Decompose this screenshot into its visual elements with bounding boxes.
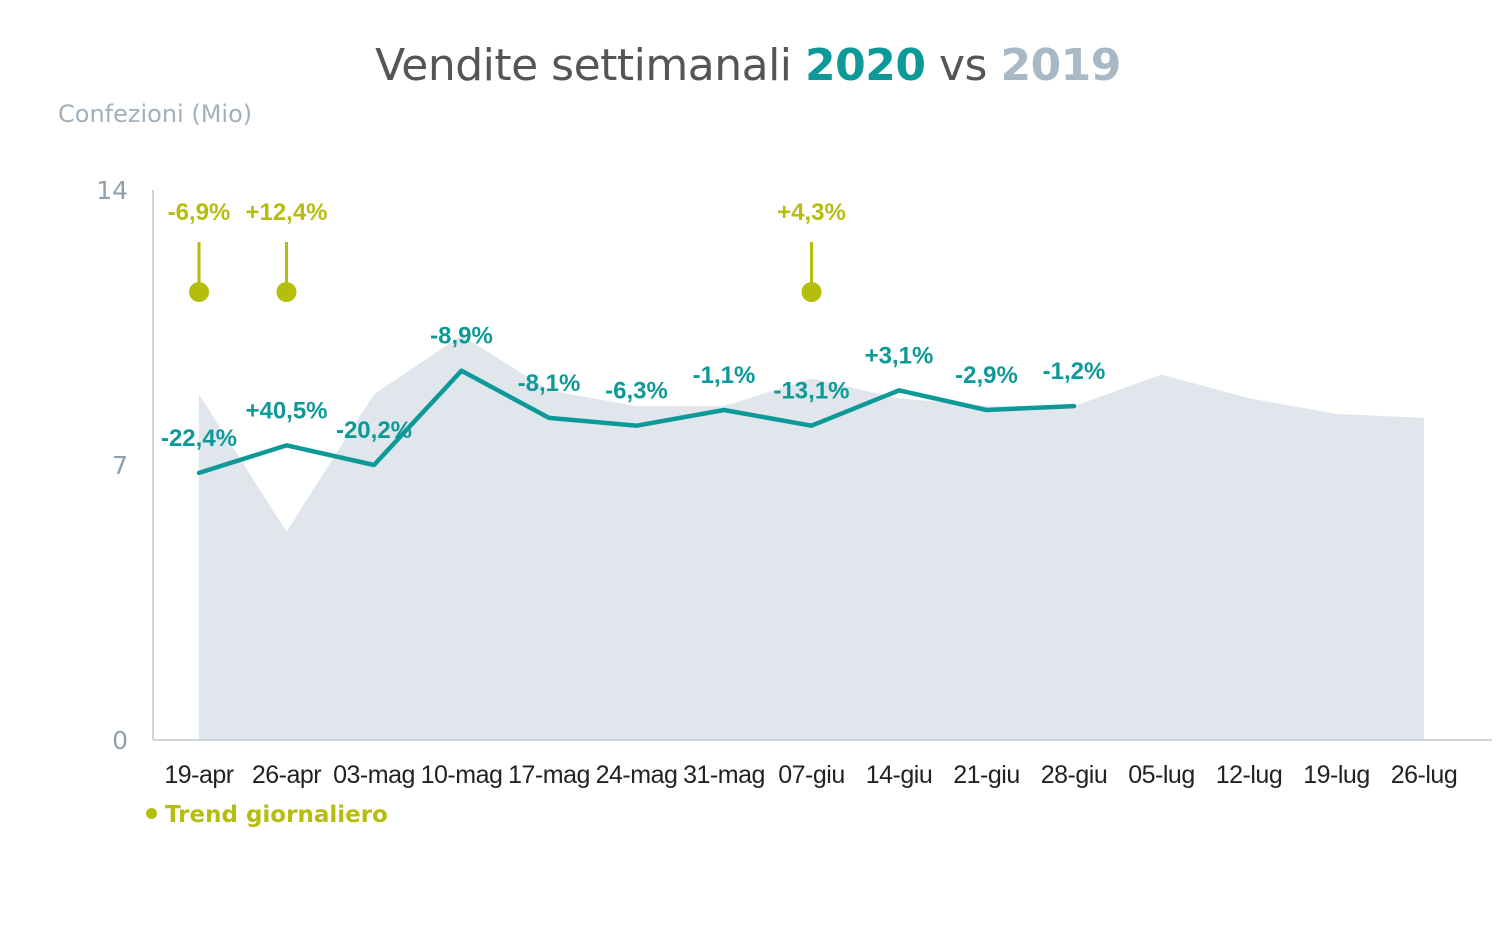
title-prefix: Vendite settimanali — [375, 40, 792, 91]
title-year-2020: 2020 — [805, 40, 926, 91]
legend: Trend giornaliero — [146, 802, 388, 828]
series-2019-area-group — [199, 335, 1424, 740]
x-tick-label: 05-lug — [1128, 761, 1195, 789]
trend-marker — [801, 282, 822, 302]
data-label: +3,1% — [865, 342, 934, 369]
title-vs: vs — [938, 40, 987, 91]
x-tick-label: 10-mag — [421, 761, 503, 789]
trend-label: +12,4% — [245, 199, 327, 226]
data-label: -13,1% — [773, 378, 849, 405]
chart-title: Vendite settimanali 2020 vs 2019 — [0, 40, 1496, 91]
area-2019 — [199, 335, 1424, 740]
title-year-2019: 2019 — [1000, 40, 1121, 91]
x-tick-label: 24-mag — [596, 761, 678, 789]
data-label: -8,9% — [430, 323, 493, 350]
y-tick-label: 14 — [96, 176, 128, 205]
data-label: -6,3% — [605, 378, 668, 405]
data-label: -2,9% — [955, 362, 1018, 389]
legend-label: Trend giornaliero — [165, 802, 388, 828]
trend-label: +4,3% — [777, 199, 846, 226]
x-tick-label: 03-mag — [333, 761, 415, 789]
data-label: -8,1% — [518, 370, 581, 397]
data-labels-group: -22,4% +40,5% -20,2% -8,9% -8,1% -6,3% -1,1% -1… — [161, 323, 1105, 452]
y-ticks-group: 0 7 14 — [96, 176, 128, 755]
y-tick-label: 0 — [112, 726, 128, 755]
trend-label: -6,9% — [168, 199, 231, 226]
x-ticks-group: 19-apr 26-apr 03-mag 10-mag 17-mag 24-mag 31-m… — [164, 761, 1457, 789]
series-2020-line-group — [196, 368, 1077, 476]
x-tick-label: 19-lug — [1303, 761, 1370, 789]
data-label: -1,2% — [1043, 358, 1106, 385]
x-tick-label: 17-mag — [508, 761, 590, 789]
y-tick-label: 7 — [112, 451, 128, 480]
x-tick-label: 28-giu — [1041, 761, 1108, 789]
x-tick-label: 19-apr — [164, 761, 233, 789]
x-tick-label: 26-apr — [252, 761, 321, 789]
x-tick-label: 26-lug — [1391, 761, 1458, 789]
data-label: +40,5% — [245, 397, 327, 424]
trend-annotations-group: -6,9% +12,4% +4,3% — [168, 199, 846, 302]
x-tick-label: 12-lug — [1216, 761, 1283, 789]
data-label: -20,2% — [336, 417, 412, 444]
y-axis-label: Confezioni (Mio) — [58, 100, 253, 128]
trend-marker — [276, 282, 297, 302]
legend-dot-icon — [146, 808, 157, 819]
x-tick-label: 31-mag — [683, 761, 765, 789]
data-label: -1,1% — [693, 362, 756, 389]
x-tick-label: 14-giu — [866, 761, 933, 789]
axes-group — [152, 190, 1492, 741]
data-label: -22,4% — [161, 425, 237, 452]
x-tick-label: 21-giu — [953, 761, 1020, 789]
trend-marker — [189, 282, 209, 302]
x-tick-label: 07-giu — [778, 761, 845, 789]
